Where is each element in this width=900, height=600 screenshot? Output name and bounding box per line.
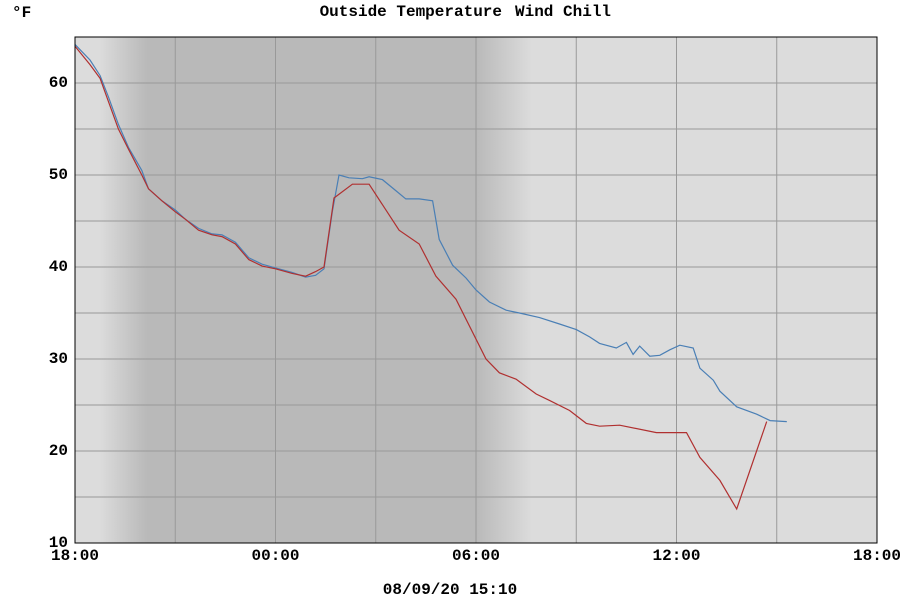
plot-frame (74, 36, 878, 544)
y-tick-label: 20 (49, 442, 68, 460)
y-tick-label: 30 (49, 350, 68, 368)
legend-title: Outside Temperature (320, 3, 502, 21)
y-tick-label: 10 (49, 534, 68, 552)
footer: 08/09/20 15:10 (383, 581, 517, 599)
x-tick-label: 18:00 (853, 547, 900, 565)
y-tick-label: 50 (49, 166, 68, 184)
x-tick-label: 18:00 (51, 547, 99, 565)
x-tick-label: 12:00 (652, 547, 700, 565)
y-tick-label: 60 (49, 74, 68, 92)
legend-title: Wind Chill (515, 3, 611, 21)
y-unit: °F (12, 4, 31, 22)
y-tick-label: 40 (49, 258, 68, 276)
x-tick-label: 00:00 (251, 547, 299, 565)
series-line (74, 45, 768, 511)
x-tick-label: 06:00 (452, 547, 500, 565)
